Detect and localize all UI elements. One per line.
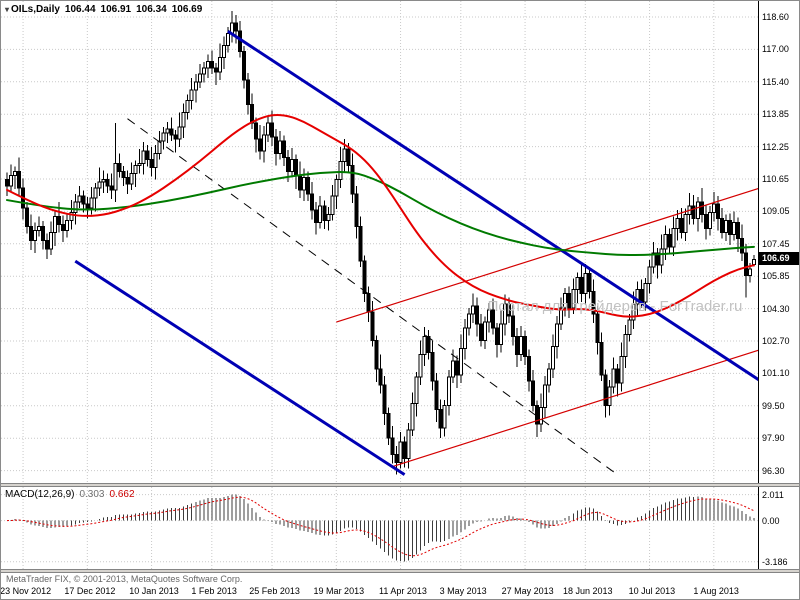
low-value: 106.34 — [136, 4, 167, 15]
time-axis-label: 10 Jan 2013 — [129, 586, 179, 596]
price-axis-label: 118.60 — [762, 12, 789, 22]
current-price-tag: 106.69 — [759, 252, 799, 266]
price-axis-label: 99.50 — [762, 400, 785, 411]
time-axis-label: 25 Feb 2013 — [249, 586, 300, 596]
price-axis-label: 96.30 — [762, 465, 785, 476]
price-axis-label: 104.30 — [762, 303, 790, 314]
indicator-title: MACD(12,26,9) 0.303 0.662 — [5, 489, 135, 500]
time-axis-label: 1 Aug 2013 — [693, 586, 739, 596]
close-value: 106.69 — [171, 4, 203, 15]
chart-title: ▾ OILs,Daily 106.44 106.91 106.34 106.69 — [5, 4, 202, 15]
time-axis-label: 23 Nov 2012 — [0, 586, 52, 596]
symbol-period-label: OILs,Daily — [11, 4, 60, 15]
time-axis-label: 19 Mar 2013 — [313, 586, 365, 596]
copyright-text: MetaTrader FIX, © 2001-2013, MetaQuotes … — [6, 574, 243, 584]
price-axis-label: 110.65 — [762, 174, 789, 184]
bottom-strip: MetaTrader FIX, © 2001-2013, MetaQuotes … — [0, 573, 799, 599]
price-axis-label: 102.70 — [762, 336, 790, 346]
time-axis-label: 18 Jun 2013 — [563, 586, 613, 596]
time-axis-label: 10 Jul 2013 — [628, 586, 676, 596]
price-axis-label: 105.85 — [762, 271, 790, 282]
price-axis-label: 107.45 — [762, 238, 790, 249]
macd-axis-label: 2.011 — [762, 489, 784, 500]
macd-panel[interactable] — [1, 487, 758, 569]
indicator-main-value: 0.303 — [79, 489, 105, 500]
time-axis-label: 3 May 2013 — [439, 586, 487, 596]
price-axis-label: 115.40 — [762, 76, 789, 87]
price-axis-label: 101.10 — [762, 368, 790, 379]
price-axis-label: 97.90 — [762, 433, 785, 444]
indicator-signal-value: 0.662 — [109, 489, 135, 500]
time-axis-label: 1 Feb 2013 — [191, 586, 237, 596]
time-axis-label: 27 May 2013 — [501, 586, 554, 596]
chart-marker-icon: ▾ — [5, 5, 10, 14]
price-chart[interactable] — [1, 1, 758, 483]
price-axis[interactable]: 106.69 118.60 117.00 115.40 113.85 112.25 110… — [758, 1, 799, 483]
indicator-name: MACD(12,26,9) — [5, 489, 75, 500]
macd-axis[interactable]: 2.011 0.00 -3.186 — [758, 487, 799, 569]
price-axis-label: 109.05 — [762, 206, 790, 217]
price-axis-label: 113.85 — [762, 109, 789, 120]
time-axis-label: 17 Dec 2012 — [64, 586, 116, 596]
macd-axis-label: -3.186 — [762, 556, 788, 567]
time-axis[interactable]: 23 Nov 2012 17 Dec 2012 10 Jan 2013 1 Feb 2… — [0, 586, 758, 599]
open-value: 106.44 — [64, 4, 96, 15]
panel-splitter[interactable] — [1, 483, 799, 487]
price-axis-label: 112.25 — [762, 141, 789, 152]
price-axis-label: 117.00 — [762, 44, 789, 55]
panel-splitter[interactable] — [1, 569, 799, 573]
time-axis-label: 11 Apr 2013 — [379, 586, 427, 596]
macd-axis-label: 0.00 — [762, 515, 780, 526]
high-value: 106.91 — [100, 4, 132, 15]
